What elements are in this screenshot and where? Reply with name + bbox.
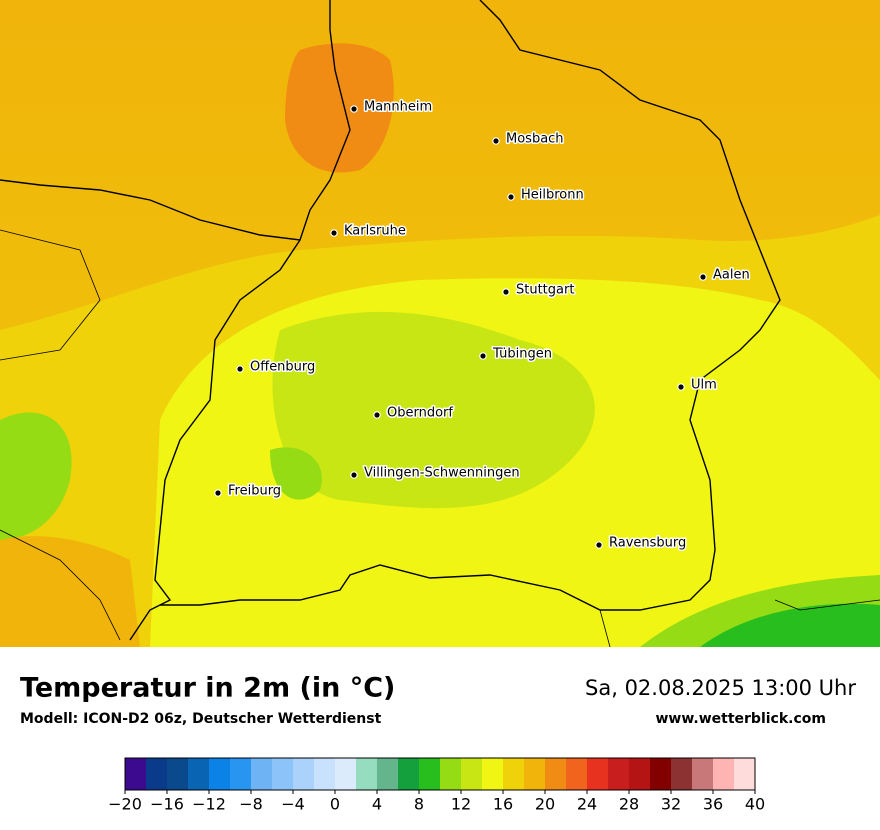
colorbar-tick-label: 12	[451, 795, 471, 814]
colorbar-segment	[146, 758, 168, 790]
colorbar-tick-label: 40	[745, 795, 765, 814]
city-dot	[350, 471, 358, 479]
colorbar-segment	[440, 758, 462, 790]
colorbar-tick-label: 4	[372, 795, 382, 814]
city-dot	[214, 489, 222, 497]
title: Temperatur in 2m (in °C)	[20, 673, 395, 704]
city-label: Ulm	[691, 378, 717, 393]
colorbar-segment	[188, 758, 210, 790]
borders	[0, 0, 880, 648]
colorbar-frame	[124, 757, 756, 791]
colorbar-segment	[209, 758, 231, 790]
colorbar-segment	[503, 758, 525, 790]
colorbar-segment	[650, 758, 672, 790]
colorbar-segment	[167, 758, 189, 790]
colorbar-segment	[314, 758, 336, 790]
website: www.wetterblick.com	[656, 711, 827, 727]
colorbar-segment	[629, 758, 651, 790]
colorbar-segment	[230, 758, 252, 790]
colorbar-tick-label: −12	[192, 795, 226, 814]
colorbar-segment	[335, 758, 357, 790]
colorbar-tick-label: 36	[703, 795, 723, 814]
city-label: Offenburg	[250, 360, 315, 375]
datetime: Sa, 02.08.2025 13:00 Uhr	[585, 676, 856, 700]
city-label: Karlsruhe	[344, 224, 406, 239]
colorbar-tick-label: 0	[330, 795, 340, 814]
colorbar-tick-label: 16	[493, 795, 513, 814]
colorbar-segment	[482, 758, 504, 790]
colorbar-tick-label: 8	[414, 795, 424, 814]
city-dot	[350, 105, 358, 113]
city-dot	[479, 352, 487, 360]
city-dot	[492, 137, 500, 145]
colorbar-segment	[713, 758, 735, 790]
city-dot	[507, 193, 515, 201]
city-label: Tübingen	[492, 347, 552, 362]
city-dot	[236, 365, 244, 373]
city-dot	[699, 273, 707, 281]
city-label: Mosbach	[506, 132, 564, 147]
city-label: Aalen	[713, 268, 750, 283]
colorbar-tick-label: 24	[577, 795, 597, 814]
colorbar-segment	[272, 758, 294, 790]
colorbar-segment	[587, 758, 609, 790]
colorbar-tick-label: 20	[535, 795, 555, 814]
colorbar-tick-label: 28	[619, 795, 639, 814]
colorbar-segment	[566, 758, 588, 790]
colorbar: −20 −16 −12 −8 −4 0 4 8 12 16 20 24 28 32 36 40	[108, 757, 765, 814]
city-label: Heilbronn	[521, 188, 584, 203]
colorbar-segment	[524, 758, 546, 790]
colorbar-tick-label: −16	[150, 795, 184, 814]
city-dot	[677, 383, 685, 391]
colorbar-tick-label: 32	[661, 795, 681, 814]
city-label: Villingen-Schwenningen	[364, 466, 520, 481]
city-label: Ravensburg	[609, 536, 686, 551]
colorbar-segment	[251, 758, 273, 790]
caption-background	[0, 647, 880, 830]
colorbar-tick-label: −20	[108, 795, 142, 814]
colorbar-segment	[692, 758, 714, 790]
colorbar-tick-label: −4	[281, 795, 305, 814]
city-label: Mannheim	[364, 100, 432, 115]
city-label: Freiburg	[228, 484, 281, 499]
colorbar-segment	[671, 758, 693, 790]
city-dot	[330, 229, 338, 237]
colorbar-tick-label: −8	[239, 795, 263, 814]
city-label: Stuttgart	[516, 283, 574, 298]
colorbar-segment	[734, 758, 756, 790]
colorbar-segment	[377, 758, 399, 790]
map-background	[0, 0, 880, 647]
city-dot	[373, 411, 381, 419]
city-dot	[595, 541, 603, 549]
colorbar-segment	[356, 758, 378, 790]
colorbar-segment	[608, 758, 630, 790]
city-layer: Mannheim Mosbach Heilbronn Karlsruhe Aalen St…	[214, 98, 751, 552]
colorbar-segment	[398, 758, 420, 790]
colorbar-segment	[545, 758, 567, 790]
colorbar-segment	[461, 758, 483, 790]
colorbar-segment	[125, 758, 147, 790]
model-info: Modell: ICON-D2 06z, Deutscher Wetterdie…	[20, 711, 382, 727]
city-dot	[502, 288, 510, 296]
city-label: Oberndorf	[387, 406, 453, 421]
colorbar-segment	[419, 758, 441, 790]
colorbar-segment	[293, 758, 315, 790]
